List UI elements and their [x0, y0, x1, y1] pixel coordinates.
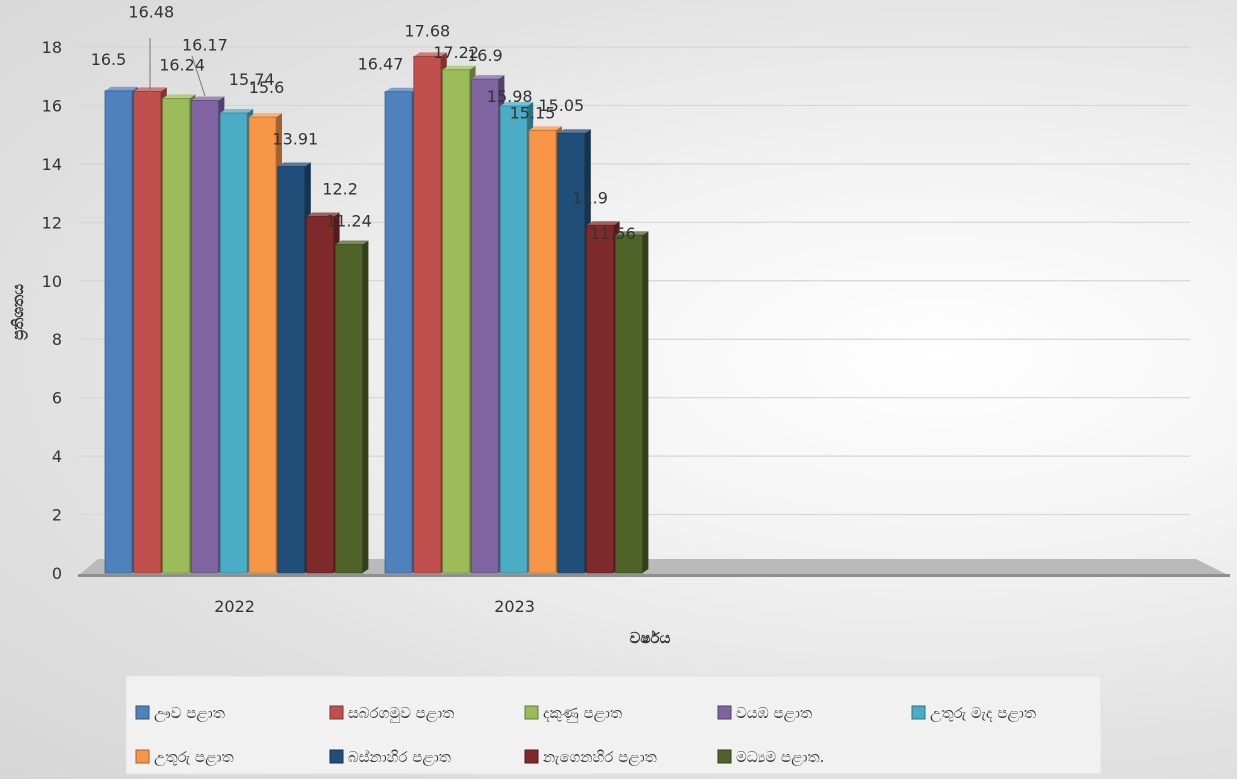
y-tick-label: 18 — [42, 38, 62, 57]
bar-front — [191, 100, 218, 573]
legend-swatch — [525, 750, 538, 763]
data-label: 16.24 — [159, 55, 205, 74]
legend-item: බස්නාහිර පළාත — [330, 748, 451, 766]
bar-front — [529, 130, 556, 573]
bar-front — [471, 79, 498, 573]
data-label: 16.48 — [128, 2, 174, 21]
legend-label: බස්නාහිර පළාත — [348, 748, 451, 766]
bar — [587, 221, 620, 573]
bar-side — [642, 231, 648, 573]
data-label: 17.68 — [404, 21, 450, 40]
bar — [615, 231, 648, 573]
data-label: 11.9 — [572, 188, 608, 207]
bar-front — [414, 56, 441, 573]
y-tick-label: 2 — [52, 506, 62, 525]
legend-item: ඌව පළාත — [136, 704, 225, 722]
bar-front — [307, 216, 334, 573]
data-label: 15.05 — [538, 96, 584, 115]
data-label: 16.17 — [182, 35, 228, 54]
bar-front — [278, 167, 305, 573]
bar — [500, 102, 533, 573]
legend-label: නැගෙනහිර පළාත — [543, 748, 657, 766]
bar — [443, 66, 476, 573]
bar-front — [385, 92, 412, 573]
y-axis-ticks: 0 2 4 6 8 10 12 14 16 18 — [42, 38, 62, 583]
legend-swatch — [912, 706, 925, 719]
data-label: 15.6 — [249, 78, 285, 97]
legend-swatch — [718, 706, 731, 719]
legend-swatch — [718, 750, 731, 763]
legend: ඌව පළාත සබරගමුව පළාත දකුණු පළාත වයඹ පළාත උතු… — [126, 676, 1101, 774]
y-axis-title: ප්‍රතිශතය — [9, 284, 29, 340]
y-tick-label: 6 — [52, 389, 62, 408]
bar-front — [500, 106, 527, 573]
bar — [163, 94, 196, 573]
bar — [134, 87, 167, 573]
bar-front — [105, 91, 132, 573]
legend-label: ඌව පළාත — [154, 704, 225, 722]
bar — [529, 126, 562, 573]
y-tick-label: 8 — [52, 330, 62, 349]
bar — [385, 88, 418, 573]
x-tick-label: 2023 — [494, 597, 535, 616]
bar-front — [134, 91, 161, 573]
legend-item: උතුරු මැද පළාත — [912, 704, 1036, 722]
legend-swatch — [525, 706, 538, 719]
bar — [471, 75, 504, 573]
x-tick-label: 2022 — [214, 597, 255, 616]
x-axis-title: වර්ෂය — [630, 629, 671, 647]
legend-swatch — [330, 706, 343, 719]
data-label: 13.91 — [272, 130, 318, 149]
legend-item: නැගෙනහිර පළාත — [525, 748, 657, 766]
legend-label: සබරගමුව පළාත — [348, 704, 454, 723]
data-label: 16.5 — [91, 50, 127, 69]
legend-swatch — [136, 706, 149, 719]
data-label: 11.56 — [590, 224, 636, 243]
bar — [278, 163, 311, 573]
data-label: 16.47 — [358, 55, 404, 74]
legend-swatch — [330, 750, 343, 763]
bar — [191, 96, 224, 573]
bar-front — [443, 70, 470, 573]
bar-front — [615, 235, 642, 573]
y-tick-label: 14 — [42, 155, 62, 174]
bar — [220, 109, 253, 573]
bar — [105, 87, 138, 573]
bar — [335, 241, 368, 573]
bar — [307, 212, 340, 573]
bar-side — [362, 241, 368, 573]
bar-front — [335, 245, 362, 573]
bar-front — [220, 113, 247, 573]
y-tick-label: 16 — [42, 96, 62, 115]
legend-item: සබරගමුව පළාත — [330, 704, 454, 723]
data-label: 16.9 — [467, 46, 503, 65]
y-tick-label: 0 — [52, 564, 62, 583]
bar — [414, 52, 447, 573]
floor-edge — [78, 574, 1230, 577]
data-label: 12.2 — [322, 179, 358, 198]
legend-label: මධ්‍යම පළාත. — [736, 748, 824, 766]
bar — [249, 113, 282, 573]
legend-swatch — [136, 750, 149, 763]
bar-front — [249, 117, 276, 573]
y-tick-label: 10 — [42, 272, 62, 291]
bar-front — [587, 225, 614, 573]
y-tick-label: 4 — [52, 447, 62, 466]
bars — [105, 52, 648, 573]
bar-front — [163, 98, 190, 573]
legend-label: වයඹ පළාත — [736, 704, 812, 722]
legend-label: දකුණු පළාත — [543, 704, 622, 723]
legend-label: උතුරු පළාත — [154, 748, 234, 766]
data-label: 11.24 — [326, 212, 372, 231]
y-tick-label: 12 — [42, 213, 62, 232]
legend-label: උතුරු මැද පළාත — [930, 704, 1036, 722]
x-axis-ticks: 2022 2023 — [214, 597, 535, 616]
